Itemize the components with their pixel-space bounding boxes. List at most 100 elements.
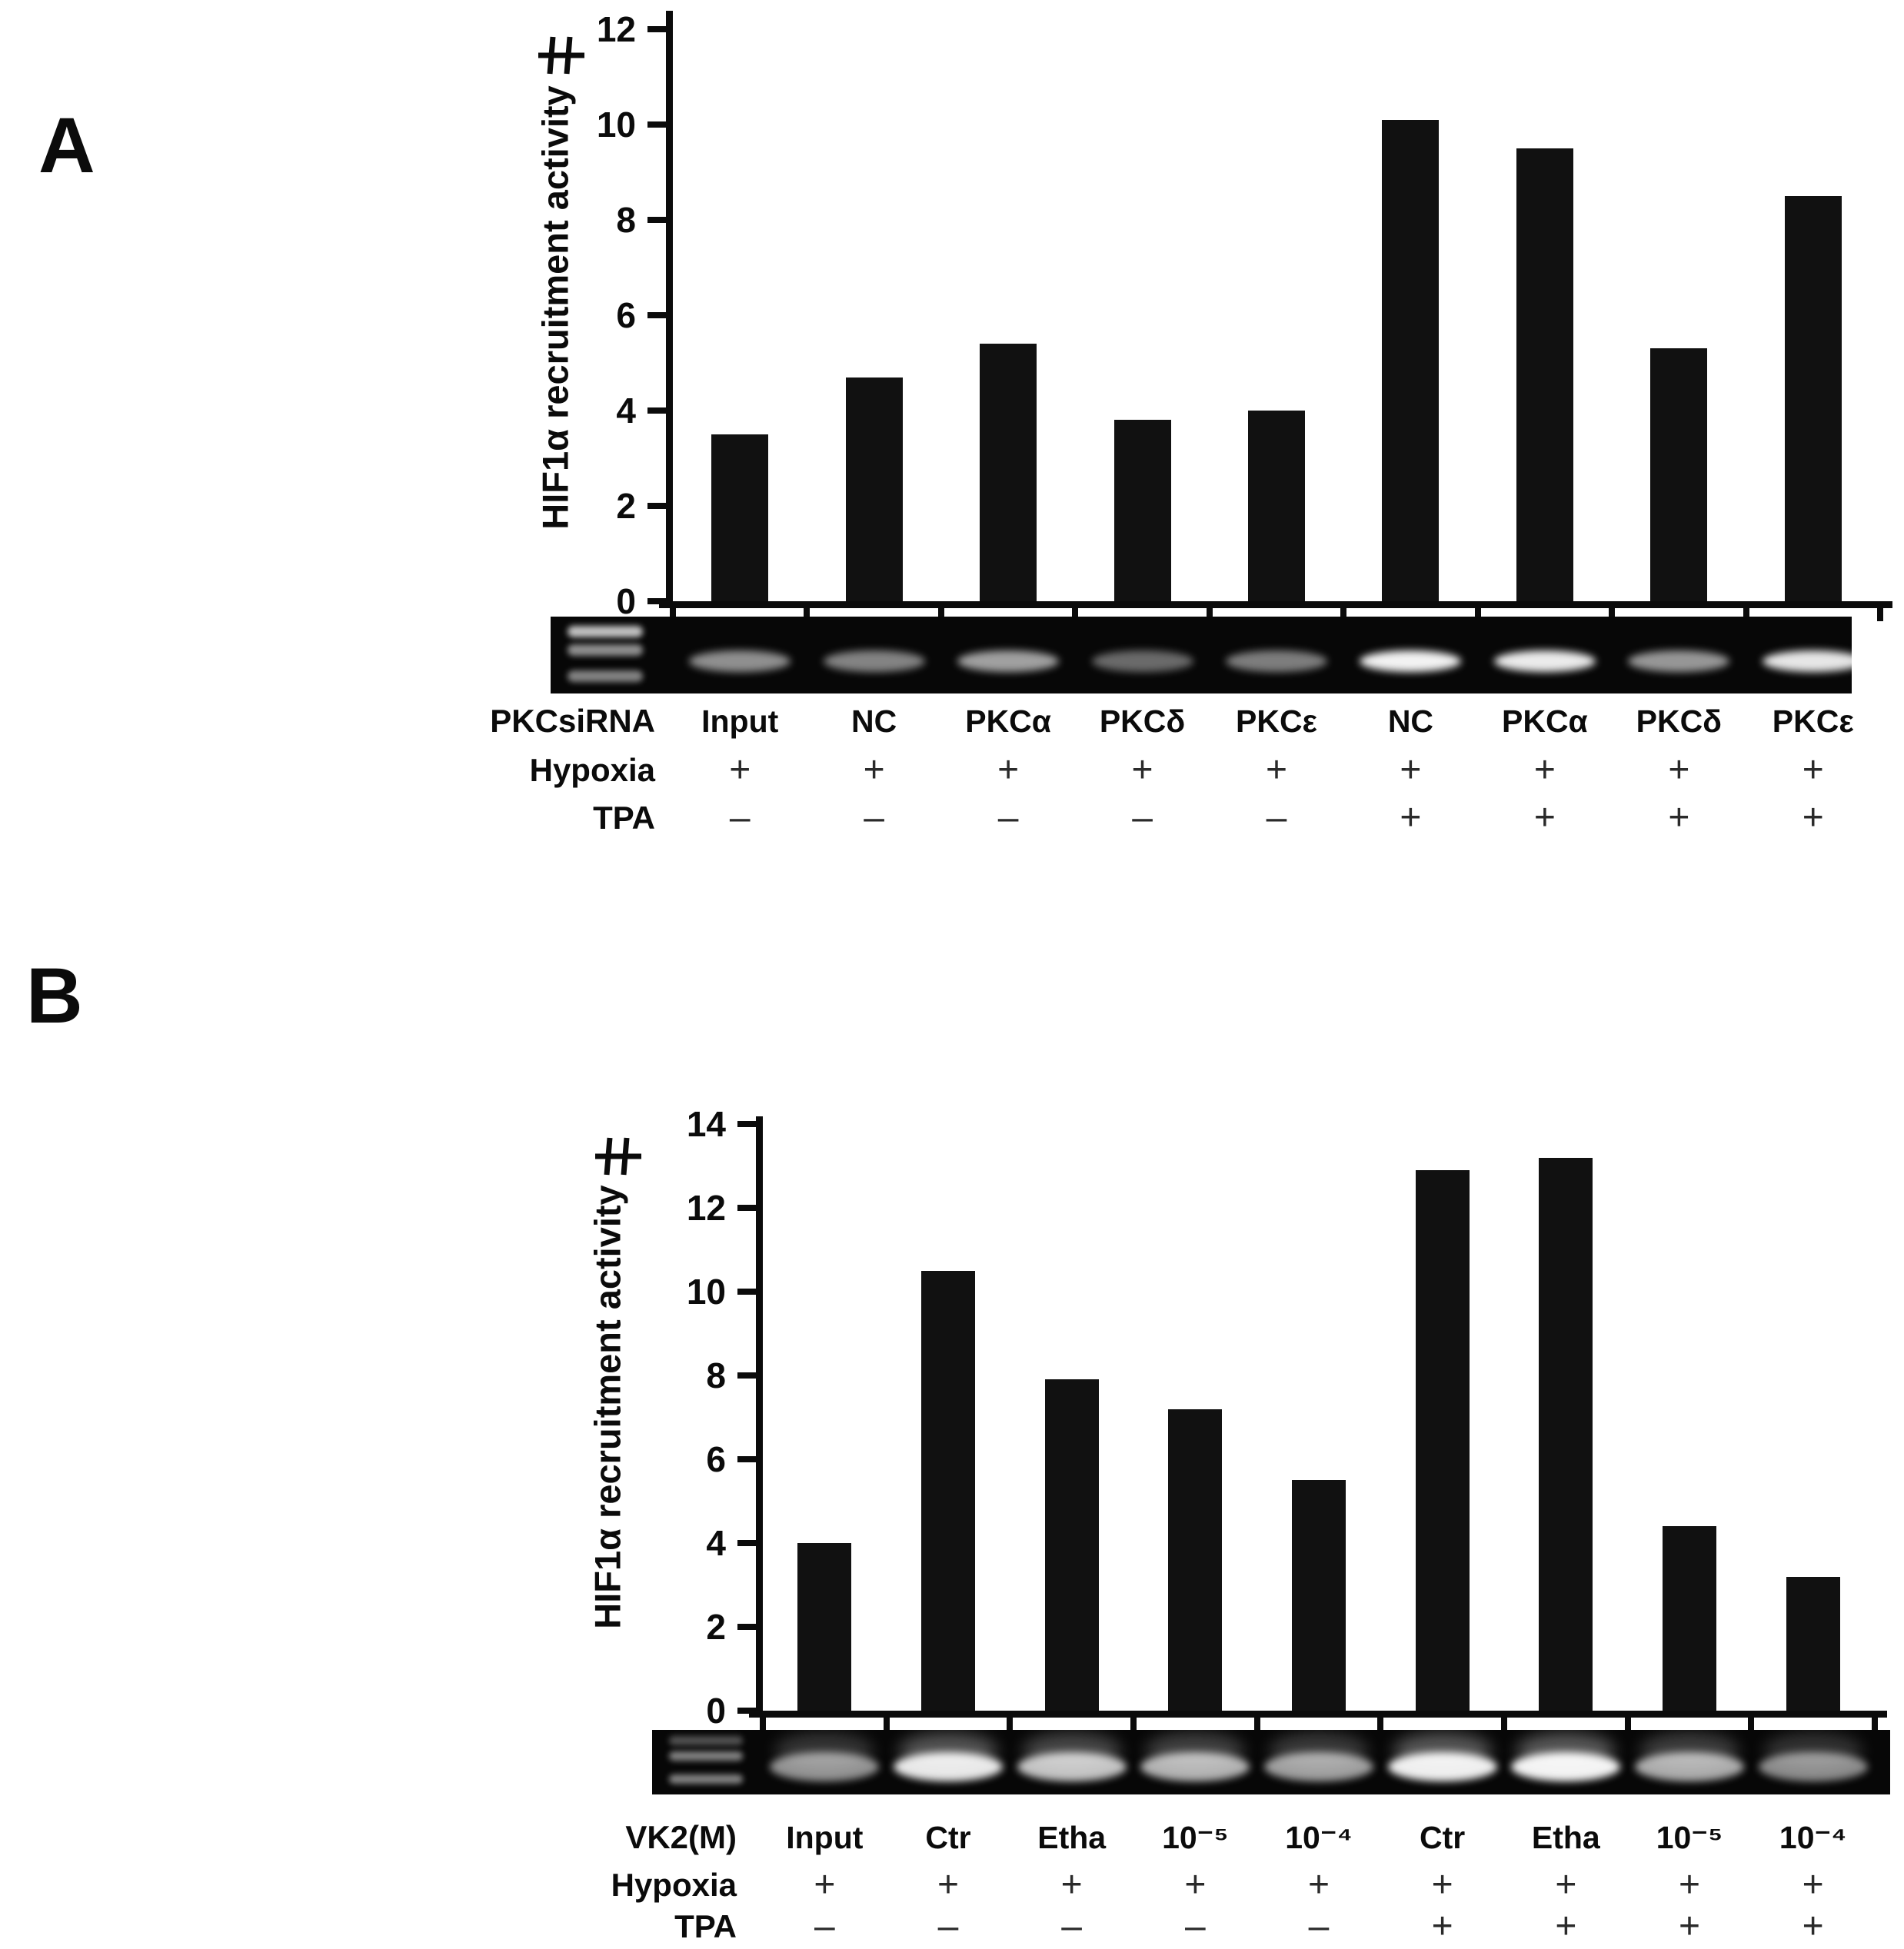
- gel-ladder-band: [669, 1751, 743, 1761]
- condition-value: +: [937, 1864, 960, 1905]
- condition-value: +: [1431, 1906, 1453, 1947]
- y-axis-tick: [647, 503, 666, 509]
- condition-value: –: [814, 1906, 835, 1947]
- axis-break-icon: [595, 1137, 641, 1176]
- condition-value: +: [1678, 1864, 1701, 1905]
- x-axis-tick: [1877, 607, 1883, 621]
- gel-band: [770, 1752, 880, 1781]
- gel-ladder-band: [568, 670, 643, 682]
- condition-value: +: [1265, 750, 1288, 790]
- x-axis-tick: [1624, 1716, 1631, 1731]
- y-tick-label: 8: [706, 1355, 726, 1395]
- condition-value: +: [1060, 1864, 1083, 1905]
- x-axis-tick: [1743, 607, 1749, 621]
- y-tick-label: 6: [616, 295, 636, 335]
- y-axis-tick: [737, 1624, 756, 1630]
- y-tick-label: 2: [616, 486, 636, 526]
- gel-band: [1264, 1752, 1373, 1781]
- condition-value: +: [1555, 1864, 1577, 1905]
- gel-ladder-band: [669, 1736, 743, 1745]
- bar-PKCα: [980, 344, 1037, 601]
- lane-label: PKCα: [1501, 703, 1588, 739]
- gel-band: [1387, 1752, 1497, 1781]
- condition-row-header-Hypoxia: Hypoxia: [529, 752, 655, 788]
- y-axis-tick: [737, 1121, 756, 1127]
- lane-label: Ctr: [925, 1820, 971, 1855]
- condition-value: +: [1400, 797, 1422, 838]
- y-tick-label: 4: [706, 1523, 726, 1563]
- y-axis-tick: [647, 407, 666, 414]
- condition-value: +: [1184, 1864, 1207, 1905]
- bar-NC: [845, 377, 903, 601]
- y-tick-label: 0: [616, 581, 636, 621]
- x-axis-tick: [1609, 607, 1616, 621]
- bar-Etha: [1044, 1379, 1099, 1711]
- x-axis-tick: [1007, 1716, 1014, 1731]
- gel-band: [1758, 1752, 1868, 1781]
- bar-PKCα: [1516, 148, 1573, 601]
- gel-band: [1140, 1752, 1250, 1781]
- gel-band: [689, 650, 791, 672]
- y-axis-tick: [647, 26, 666, 32]
- panel-b-bar-chart: 0 2 4 6 8 10 12 14: [687, 1104, 1887, 1731]
- gel-band: [1628, 650, 1730, 672]
- condition-value: –: [729, 797, 751, 838]
- condition-value: –: [1308, 1906, 1330, 1947]
- gel-band: [1017, 1752, 1127, 1781]
- y-axis: [666, 11, 673, 608]
- panel-a-gel-image: [551, 617, 1852, 693]
- gel-band: [823, 650, 925, 672]
- lane-label: PKCε: [1772, 703, 1854, 739]
- gel-band: [1360, 650, 1462, 672]
- lane-label: Input: [701, 703, 779, 739]
- x-axis-tick: [1130, 1716, 1137, 1731]
- y-tick-label: 2: [706, 1607, 726, 1647]
- bar-Etha: [1539, 1157, 1593, 1711]
- lane-label: Etha: [1037, 1820, 1107, 1855]
- panel-a-bar-chart: 0 2 4 6 8 10 12: [597, 9, 1892, 621]
- y-axis-tick: [647, 121, 666, 128]
- condition-value: +: [1802, 1864, 1824, 1905]
- condition-value: +: [1131, 750, 1153, 790]
- x-axis-tick: [1206, 607, 1213, 621]
- bar-10⁻⁵: [1168, 1409, 1223, 1711]
- lane-label: PKCα: [965, 703, 1051, 739]
- x-axis-tick: [1340, 607, 1347, 621]
- condition-value: +: [1802, 797, 1824, 838]
- x-axis-tick: [1253, 1716, 1260, 1731]
- condition-value: –: [937, 1906, 959, 1947]
- y-axis-tick: [647, 312, 666, 318]
- condition-row-header-TPA: TPA: [674, 1908, 737, 1944]
- x-axis: [659, 601, 1892, 608]
- y-tick-label: 12: [596, 9, 636, 49]
- condition-value: –: [997, 797, 1019, 838]
- lane-label: 10⁻⁵: [1162, 1820, 1229, 1855]
- condition-row-header-Hypoxia: Hypoxia: [611, 1867, 737, 1903]
- bar-Ctr: [921, 1270, 975, 1711]
- bar-Ctr: [1415, 1169, 1470, 1711]
- condition-value: +: [1802, 750, 1824, 790]
- y-axis-tick: [737, 1540, 756, 1546]
- y-tick-label: 0: [706, 1691, 726, 1731]
- condition-value: +: [997, 750, 1020, 790]
- x-axis-tick: [1072, 607, 1079, 621]
- condition-value: +: [1533, 797, 1556, 838]
- y-axis-tick: [737, 1372, 756, 1379]
- lane-label: 10⁻⁵: [1656, 1820, 1723, 1855]
- bar-PKCε: [1248, 411, 1305, 601]
- bar-PKCδ: [1113, 420, 1171, 601]
- bar-10⁻⁴: [1786, 1576, 1840, 1711]
- gel-band: [1226, 650, 1327, 672]
- condition-value: +: [1678, 1906, 1701, 1947]
- x-axis: [749, 1711, 1887, 1718]
- bar-PKCδ: [1650, 348, 1708, 601]
- y-tick-label: 4: [616, 391, 636, 431]
- lane-label: NC: [1387, 703, 1434, 739]
- condition-value: +: [1668, 797, 1690, 838]
- condition-value: –: [1184, 1906, 1206, 1947]
- y-axis-tick: [647, 217, 666, 223]
- y-tick-label: 12: [686, 1188, 726, 1228]
- condition-value: +: [1533, 750, 1556, 790]
- condition-value: +: [1802, 1906, 1824, 1947]
- condition-value: +: [863, 750, 885, 790]
